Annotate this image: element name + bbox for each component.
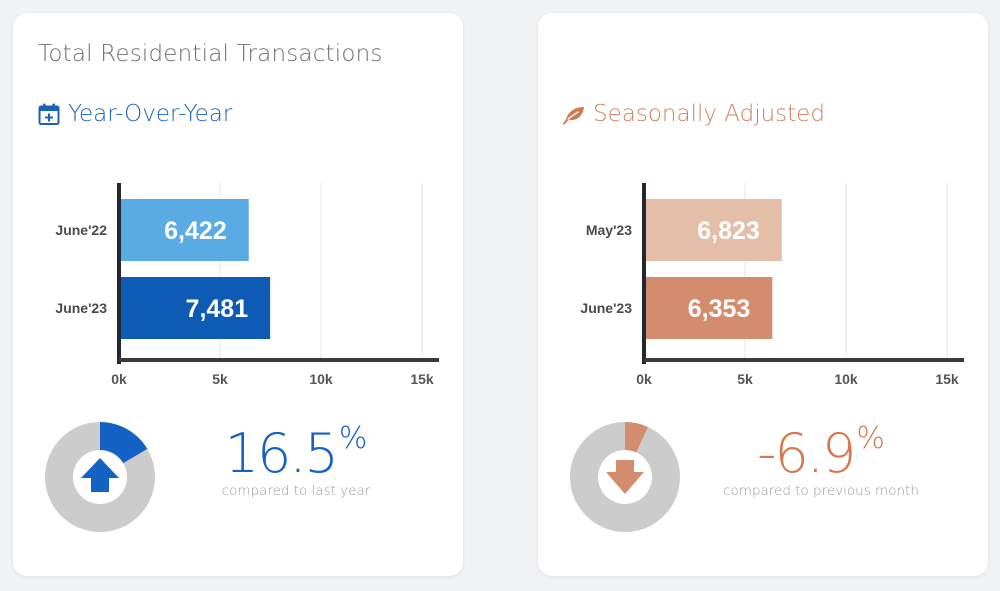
seasonal-change-percent-sign: % [856,421,885,456]
bar-value-label: 6,422 [164,217,227,245]
seasonal-change-caption: compared to previous month [723,483,919,499]
calendar-plus-icon [37,102,61,126]
bar-value-label: 6,353 [688,295,751,323]
yoy-subtitle: Year-Over-Year [37,101,232,127]
category-label: June'23 [580,300,632,316]
seasonal-change-value: -6.9% [681,421,961,485]
yoy-change-percent-sign: % [338,421,368,456]
yoy-bar-chart: 6,422 June'22 7,481 June'23 0k 5k 10k 15k [55,183,439,387]
seasonal-card: Seasonally Adjusted 6,823 May'23 6,353 June… [538,13,988,576]
yoy-change-caption: compared to last year [221,483,371,499]
category-label: May'23 [586,222,632,238]
category-label: June'22 [55,222,107,238]
yoy-change-value: 16.5% [156,421,436,485]
bar-value-label: 7,481 [186,295,249,323]
bar [121,199,249,261]
x-tick-label: 0k [636,371,652,387]
x-tick-label: 10k [309,371,333,387]
yoy-subtitle-text: Year-Over-Year [68,101,233,127]
donut-slice-change [625,422,649,453]
bar [646,199,782,261]
arrow-up-icon [81,458,119,492]
donut-slice-remainder [45,422,155,532]
category-label: June'23 [55,300,107,316]
page-title: Total Residential Transactions [38,41,383,67]
x-tick-label: 5k [737,371,753,387]
seasonal-bar-chart: 6,823 May'23 6,353 June'23 0k 5k 10k 15k [580,183,964,387]
seasonal-change-number: -6.9 [757,422,856,485]
yoy-donut-chart [45,422,155,532]
x-tick-label: 15k [935,371,959,387]
leaf-icon [562,102,586,126]
x-tick-label: 10k [834,371,858,387]
x-tick-label: 15k [410,371,434,387]
donut-slice-change [100,422,148,464]
seasonal-subtitle: Seasonally Adjusted [562,101,825,127]
bar-value-label: 6,823 [697,217,760,245]
donut-slice-remainder [570,422,680,532]
bar [121,277,271,339]
arrow-down-icon [606,460,644,494]
x-tick-label: 0k [111,371,127,387]
yoy-card: Total Residential Transactions Year-Over… [13,13,463,576]
seasonal-subtitle-text: Seasonally Adjusted [593,101,825,127]
seasonal-donut-chart [570,422,680,532]
bar [646,277,773,339]
yoy-change-number: 16.5 [224,422,339,485]
x-tick-label: 5k [212,371,228,387]
